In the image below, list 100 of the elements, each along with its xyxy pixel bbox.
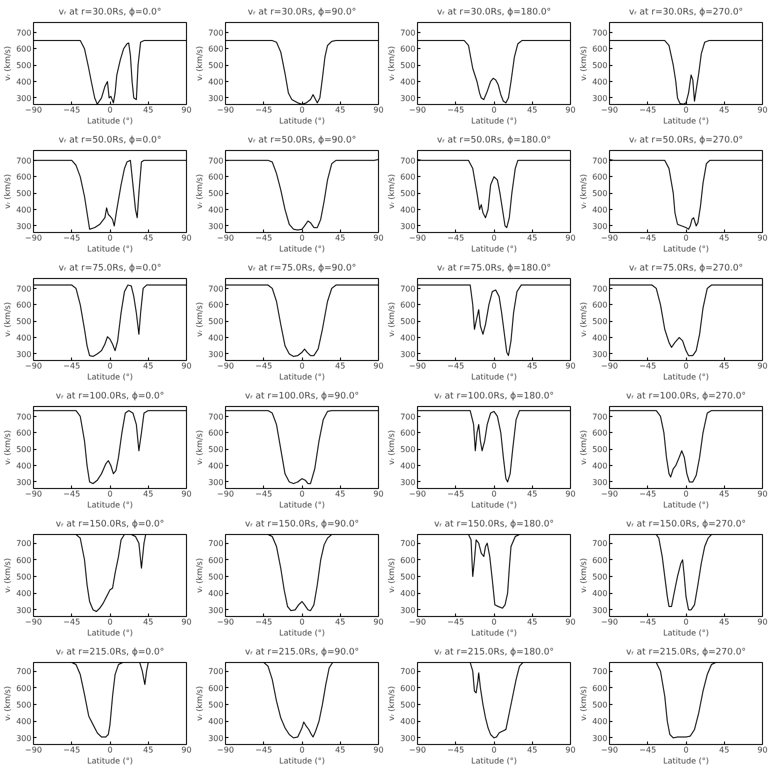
x-tick-label: 0 — [107, 618, 113, 626]
y-tick-label: 500 — [400, 61, 416, 70]
y-tick-label: 600 — [400, 428, 416, 438]
x-tick-label: 0 — [299, 234, 305, 242]
x-axis-title: Latitude (°) — [279, 628, 325, 638]
x-tick-label: −45 — [255, 618, 272, 626]
y-tick-label: 600 — [592, 684, 608, 693]
chart-title: vᵣ at r=100.0Rs, ϕ=0.0° — [56, 392, 164, 402]
x-tick-label: −90 — [217, 618, 234, 626]
y-tick-label: 500 — [208, 317, 224, 326]
y-tick-label: 600 — [592, 300, 608, 310]
y-tick-label: 700 — [400, 28, 416, 38]
y-tick-label: 600 — [592, 44, 608, 54]
x-tick-label: −90 — [25, 234, 42, 242]
y-tick-label: 700 — [16, 539, 32, 548]
y-tick-label: 400 — [400, 462, 416, 471]
x-tick-label: −45 — [639, 362, 656, 370]
x-tick-label: −90 — [601, 106, 618, 114]
y-axis-title: vᵣ (km/s) — [195, 174, 204, 209]
x-tick-label: 0 — [491, 106, 497, 114]
x-tick-label: 45 — [335, 106, 346, 114]
x-tick-label: 90 — [181, 746, 192, 754]
chart-title: vᵣ at r=100.0Rs, ϕ=180.0° — [434, 392, 554, 402]
x-tick-label: −90 — [25, 106, 42, 114]
x-tick-label: 0 — [491, 618, 497, 626]
x-tick-label: −90 — [217, 362, 234, 370]
x-tick-label: −45 — [639, 490, 656, 498]
y-tick-label: 300 — [208, 734, 224, 743]
y-axis-title: vᵣ (km/s) — [579, 46, 588, 81]
y-axis-title: vᵣ (km/s) — [195, 46, 204, 81]
chart-title: vᵣ at r=215.0Rs, ϕ=90.0° — [244, 648, 360, 658]
x-tick-label: −45 — [255, 106, 272, 114]
y-tick-label: 300 — [592, 734, 608, 743]
y-tick-label: 700 — [208, 28, 224, 38]
y-tick-label: 700 — [16, 284, 32, 294]
y-tick-label: 600 — [16, 556, 32, 565]
y-tick-label: 500 — [208, 189, 224, 198]
x-tick-label: −45 — [447, 234, 464, 242]
y-tick-label: 300 — [16, 734, 32, 743]
x-tick-label: 45 — [527, 234, 538, 242]
x-axis-title: Latitude (°) — [279, 116, 325, 126]
x-axis-title: Latitude (°) — [279, 372, 325, 382]
x-tick-label: 45 — [719, 234, 730, 242]
x-tick-label: 90 — [373, 746, 384, 754]
x-tick-label: 0 — [683, 362, 689, 370]
x-axis-title: Latitude (°) — [87, 756, 133, 766]
y-tick-label: 700 — [208, 412, 224, 422]
x-axis-title: Latitude (°) — [663, 756, 709, 766]
x-axis-title: Latitude (°) — [663, 244, 709, 254]
x-tick-label: 90 — [181, 234, 192, 242]
y-tick-label: 400 — [592, 78, 608, 87]
y-tick-label: 500 — [592, 445, 608, 454]
y-tick-label: 500 — [592, 572, 608, 582]
y-tick-label: 500 — [592, 317, 608, 326]
x-tick-label: 45 — [335, 490, 346, 498]
y-tick-label: 500 — [16, 61, 32, 70]
x-axis-title: Latitude (°) — [471, 756, 517, 766]
x-tick-label: 90 — [181, 362, 192, 370]
x-tick-label: −45 — [255, 362, 272, 370]
x-tick-label: −90 — [409, 362, 426, 370]
y-tick-label: 600 — [16, 300, 32, 310]
chart-title: vᵣ at r=50.0Rs, ϕ=90.0° — [248, 136, 356, 146]
x-axis-title: Latitude (°) — [471, 372, 517, 382]
x-tick-label: 90 — [757, 746, 768, 754]
y-tick-label: 600 — [208, 556, 224, 565]
chart-title: vᵣ at r=30.0Rs, ϕ=180.0° — [436, 8, 552, 18]
x-tick-label: 45 — [527, 490, 538, 498]
y-axis-title: vᵣ (km/s) — [3, 558, 12, 593]
y-tick-label: 700 — [208, 284, 224, 294]
y-tick-label: 300 — [592, 478, 608, 487]
y-tick-label: 300 — [592, 94, 608, 103]
y-tick-label: 600 — [400, 44, 416, 54]
x-tick-label: −90 — [409, 618, 426, 626]
x-tick-label: −45 — [63, 362, 80, 370]
y-tick-label: 600 — [400, 556, 416, 565]
y-tick-label: 600 — [400, 684, 416, 693]
y-tick-label: 700 — [592, 412, 608, 422]
chart-title: vᵣ at r=75.0Rs, ϕ=90.0° — [248, 264, 356, 274]
x-tick-label: 0 — [299, 746, 305, 754]
y-tick-label: 400 — [592, 206, 608, 215]
y-tick-label: 700 — [16, 28, 32, 38]
x-tick-label: −90 — [409, 234, 426, 242]
x-tick-label: 0 — [299, 618, 305, 626]
y-axis-title: vᵣ (km/s) — [579, 174, 588, 209]
x-tick-label: 90 — [565, 234, 576, 242]
y-tick-label: 700 — [400, 284, 416, 294]
y-tick-label: 500 — [16, 189, 32, 198]
y-tick-label: 400 — [400, 206, 416, 215]
y-tick-label: 600 — [592, 556, 608, 565]
x-tick-label: 45 — [719, 490, 730, 498]
x-tick-label: 90 — [181, 618, 192, 626]
chart-title: vᵣ at r=215.0Rs, ϕ=270.0° — [626, 648, 746, 658]
y-axis-title: vᵣ (km/s) — [579, 430, 588, 465]
x-tick-label: −45 — [63, 106, 80, 114]
chart-title: vᵣ at r=100.0Rs, ϕ=270.0° — [626, 392, 746, 402]
chart-title: vᵣ at r=150.0Rs, ϕ=90.0° — [244, 520, 360, 530]
x-tick-label: 45 — [719, 746, 730, 754]
y-tick-label: 700 — [16, 667, 32, 676]
x-tick-label: 90 — [757, 490, 768, 498]
x-tick-label: −45 — [255, 234, 272, 242]
